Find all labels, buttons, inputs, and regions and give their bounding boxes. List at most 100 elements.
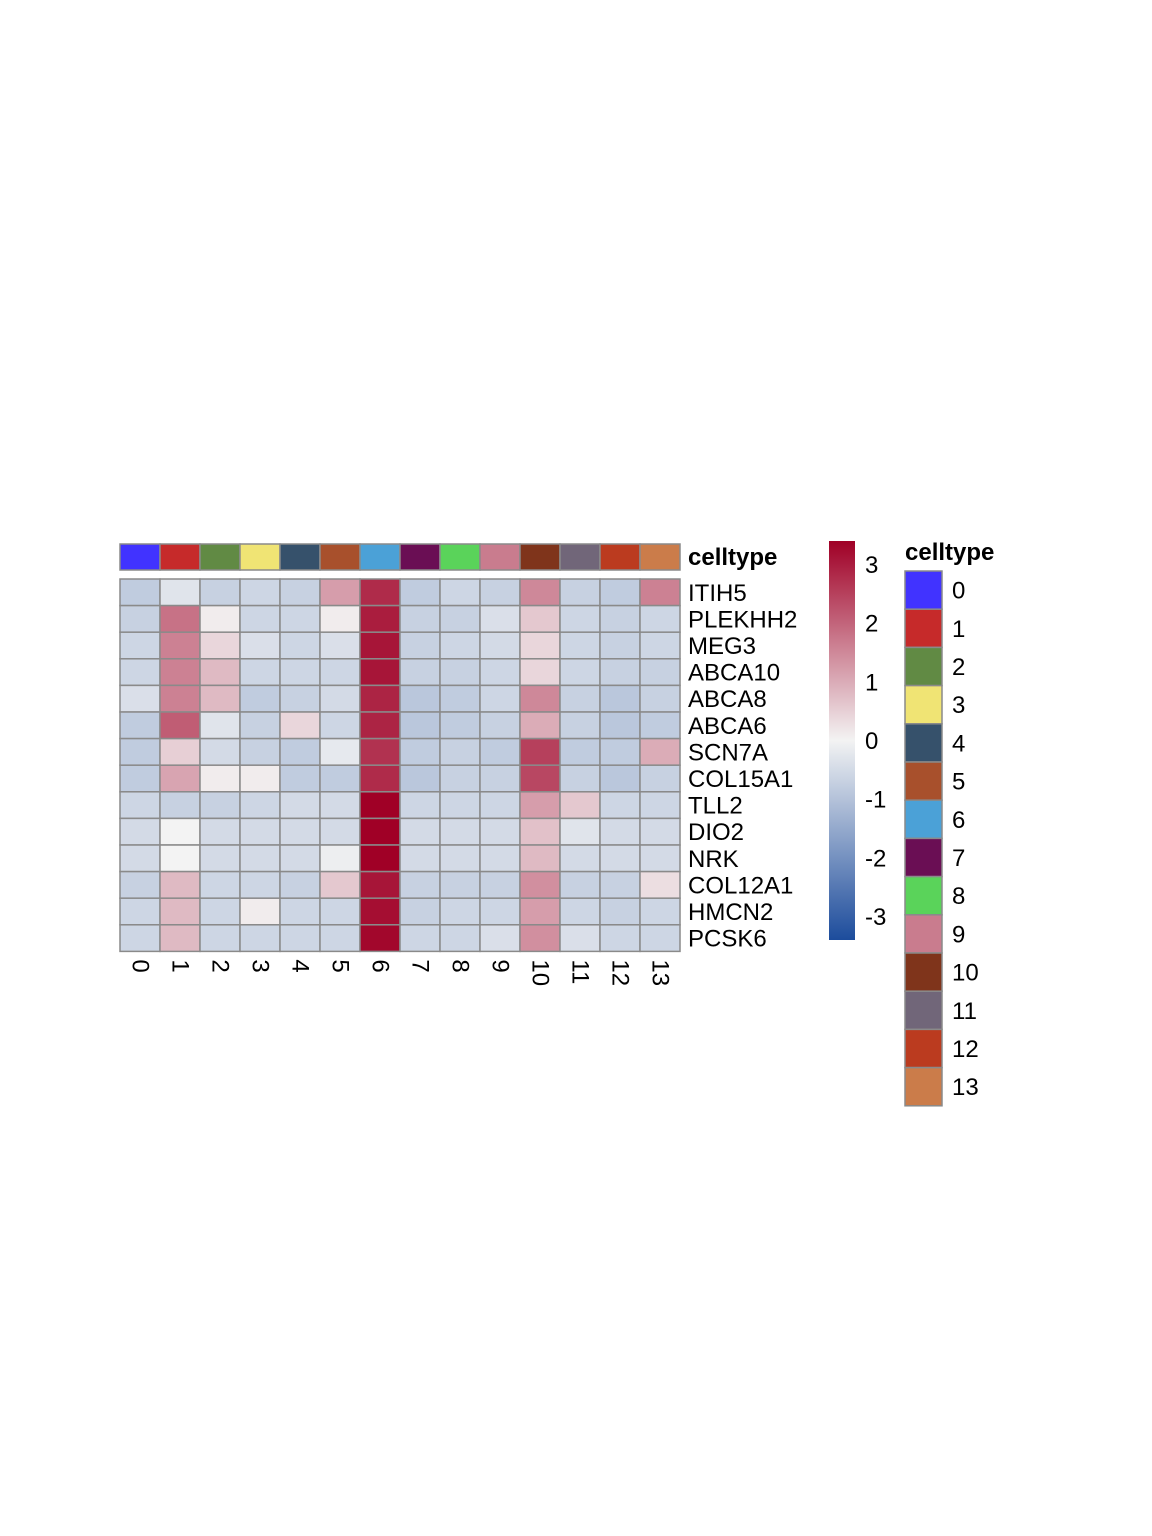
heatmap-cell (439, 844, 481, 873)
heatmap-cell (599, 737, 641, 766)
heatmap-cell (399, 578, 441, 607)
annotation-cell-12 (599, 543, 641, 571)
heatmap-cell (199, 658, 241, 687)
heatmap-cell (359, 604, 401, 633)
heatmap-cell (319, 658, 361, 687)
heatmap-cell (319, 737, 361, 766)
heatmap-cell (119, 658, 161, 687)
heatmap-cell (639, 604, 681, 633)
row-label: SCN7A (688, 739, 768, 766)
heatmap-cell (319, 578, 361, 607)
heatmap-cell (559, 897, 601, 926)
heatmap-cell (359, 658, 401, 687)
color-scale-tick-label: -2 (865, 845, 886, 872)
heatmap-cell (639, 791, 681, 820)
heatmap-cell (119, 791, 161, 820)
heatmap-cell (119, 631, 161, 660)
heatmap-cell (199, 711, 241, 740)
heatmap-cell (279, 684, 321, 713)
heatmap-cell (359, 844, 401, 873)
heatmap-cell (239, 764, 281, 793)
heatmap-cell (519, 631, 561, 660)
column-label: 10 (527, 959, 554, 986)
heatmap-cell (399, 764, 441, 793)
heatmap-cell (279, 631, 321, 660)
legend-label: 8 (952, 883, 965, 910)
heatmap-cell (359, 791, 401, 820)
heatmap-cell (439, 817, 481, 846)
heatmap-cell (199, 764, 241, 793)
heatmap-cell (599, 870, 641, 899)
heatmap-cell (359, 924, 401, 953)
heatmap-cell (479, 924, 521, 953)
heatmap-cell (519, 924, 561, 953)
heatmap-cell (399, 684, 441, 713)
heatmap-cell (479, 711, 521, 740)
row-label: ABCA6 (688, 713, 767, 740)
heatmap-cell (639, 658, 681, 687)
heatmap-cell (479, 897, 521, 926)
legend-swatch (904, 837, 943, 878)
heatmap-cell (159, 684, 201, 713)
column-label: 5 (327, 959, 354, 972)
heatmap-cell (319, 604, 361, 633)
legend-label: 3 (952, 692, 965, 719)
heatmap-cell (279, 764, 321, 793)
heatmap-cell (159, 897, 201, 926)
row-label: TLL2 (688, 793, 743, 820)
annotation-cell-7 (399, 543, 441, 571)
heatmap-cell (639, 737, 681, 766)
annotation-cell-3 (239, 543, 281, 571)
heatmap-cell (119, 897, 161, 926)
heatmap-cell (479, 844, 521, 873)
legend-item: 8 (904, 875, 965, 916)
heatmap-cell (399, 817, 441, 846)
heatmap-cell (399, 604, 441, 633)
color-scale-ticks: 3 2 1 0 -1 -2 -3 (865, 552, 886, 931)
heatmap-cell (519, 711, 561, 740)
heatmap-cell (639, 578, 681, 607)
legend-swatch (904, 608, 943, 649)
heatmap-cell (119, 711, 161, 740)
annotation-cell-10 (519, 543, 561, 571)
annotation-cell-6 (359, 543, 401, 571)
heatmap-cell (599, 764, 641, 793)
heatmap-cell (199, 817, 241, 846)
color-scale-tick-label: 1 (865, 669, 878, 696)
heatmap-cell (159, 764, 201, 793)
heatmap-cell (119, 604, 161, 633)
column-label: 4 (287, 959, 314, 972)
legend-item: 7 (904, 837, 965, 878)
heatmap-cell (239, 684, 281, 713)
heatmap-cell (399, 870, 441, 899)
heatmap-cell (319, 817, 361, 846)
heatmap-cell (559, 844, 601, 873)
heatmap-cell (279, 897, 321, 926)
heatmap-cell (559, 737, 601, 766)
heatmap-cell (239, 817, 281, 846)
heatmap-cell (639, 764, 681, 793)
heatmap-cell (559, 711, 601, 740)
legend-item: 4 (904, 723, 965, 763)
color-scale-tick-label: 0 (865, 728, 878, 755)
legend-label: 1 (952, 616, 965, 643)
heatmap-cell (319, 684, 361, 713)
heatmap-cell (559, 791, 601, 820)
heatmap-cell (279, 870, 321, 899)
heatmap-cell (199, 870, 241, 899)
heatmap-cell (599, 897, 641, 926)
column-label: 11 (567, 959, 594, 984)
heatmap-cell (359, 764, 401, 793)
column-label: 2 (207, 959, 234, 972)
heatmap-cell (639, 631, 681, 660)
heatmap-cell (159, 791, 201, 820)
legend-item: 10 (904, 952, 979, 992)
legend-swatch (904, 799, 943, 840)
legend-label: 7 (952, 845, 965, 872)
legend-item: 1 (904, 608, 965, 649)
heatmap-cell (559, 578, 601, 607)
heatmap-cell (279, 817, 321, 846)
legend-swatch (904, 990, 943, 1031)
